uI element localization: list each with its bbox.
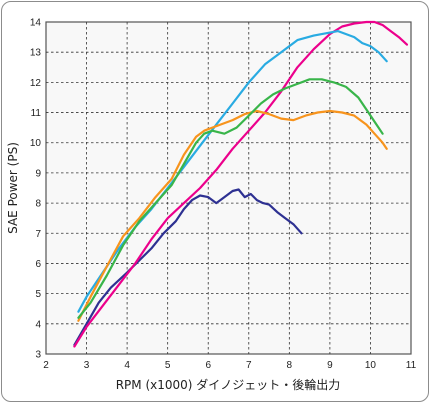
x-tick-label: 8 [287,360,293,371]
y-tick-label: 4 [35,319,41,330]
y-tick-label: 13 [30,48,42,59]
series-line-4 [77,109,388,322]
x-tick-label: 9 [327,360,333,371]
y-tick-label: 7 [35,229,41,240]
y-tick-label: 8 [35,199,41,210]
x-tick-label: 7 [246,360,252,371]
data-series [73,20,408,348]
y-tick-label: 9 [35,168,41,179]
x-axis-label: RPM (x1000) ダイノジェット・後輪出力 [116,377,341,392]
y-tick-label: 6 [35,259,41,270]
y-tick-label: 12 [30,78,42,89]
plot-area [45,21,412,355]
x-tick-label: 10 [365,360,377,371]
x-tick-label: 2 [43,360,49,371]
y-axis-label: SAE Power (PS) [6,142,20,234]
x-tick-label: 11 [406,360,417,371]
x-tick-label: 6 [205,360,211,371]
y-tick-label: 14 [30,18,42,29]
y-tick-label: 10 [30,138,42,149]
x-tick-label: 3 [84,360,90,371]
y-tick-label: 11 [31,108,42,119]
y-tick-label: 5 [35,289,41,300]
series-line-5 [77,78,384,319]
y-tick-label: 3 [35,350,41,361]
x-tick-label: 5 [165,360,171,371]
x-tick-label: 4 [124,360,130,371]
